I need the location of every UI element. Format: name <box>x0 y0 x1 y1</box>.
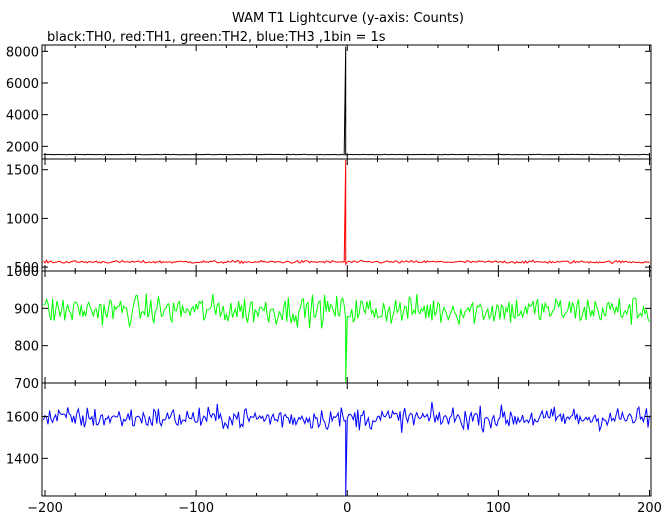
y-tick-label: 900 <box>14 302 39 317</box>
panel-frame <box>41 158 652 272</box>
panel-th1: 500 1000 1500 <box>6 158 652 276</box>
y-tick-label: 1400 <box>6 452 39 467</box>
x-tick-label: 0 <box>343 501 351 515</box>
x-tick-label: 200 <box>637 501 662 515</box>
x-tick-labels: −200 −100 0 100 200 <box>27 501 662 515</box>
panel-th2: 700 800 900 1000 <box>6 265 652 392</box>
panel-frame <box>41 44 652 160</box>
y-tick-label: 700 <box>14 377 39 392</box>
y-tick-label: 1000 <box>6 212 39 227</box>
y-tick-label: 800 <box>14 340 39 355</box>
chart-subtitle: black:TH0, red:TH1, green:TH2, blue:TH3 … <box>47 30 386 45</box>
y-tick-label: 2000 <box>6 140 39 155</box>
panels-group: 2000400060008000500100015007008009001000… <box>6 44 652 497</box>
y-tick-label: 8000 <box>6 45 39 60</box>
series-line-th1 <box>43 159 650 266</box>
y-tick-label: 4000 <box>6 109 39 124</box>
x-tick-label: −200 <box>27 501 63 515</box>
panel-th0: 2000 4000 6000 8000 <box>6 44 652 160</box>
series-line-th3 <box>43 401 650 496</box>
x-tick-label: 100 <box>486 501 511 515</box>
panel-frame <box>41 382 652 497</box>
x-tick-label: −100 <box>178 501 214 515</box>
y-tick-label: 1500 <box>6 164 39 179</box>
y-tick-label: 500 <box>14 261 39 276</box>
series-line-th2 <box>43 293 650 383</box>
chart-title: WAM T1 Lightcurve (y-axis: Counts) <box>232 11 464 26</box>
y-tick-label: 1600 <box>6 410 39 425</box>
y-tick-label: 6000 <box>6 77 39 92</box>
y-tick-label: 1000 <box>6 265 39 280</box>
series-line-th0 <box>43 46 650 156</box>
panel-th3: 1400 1600 <box>6 382 652 497</box>
